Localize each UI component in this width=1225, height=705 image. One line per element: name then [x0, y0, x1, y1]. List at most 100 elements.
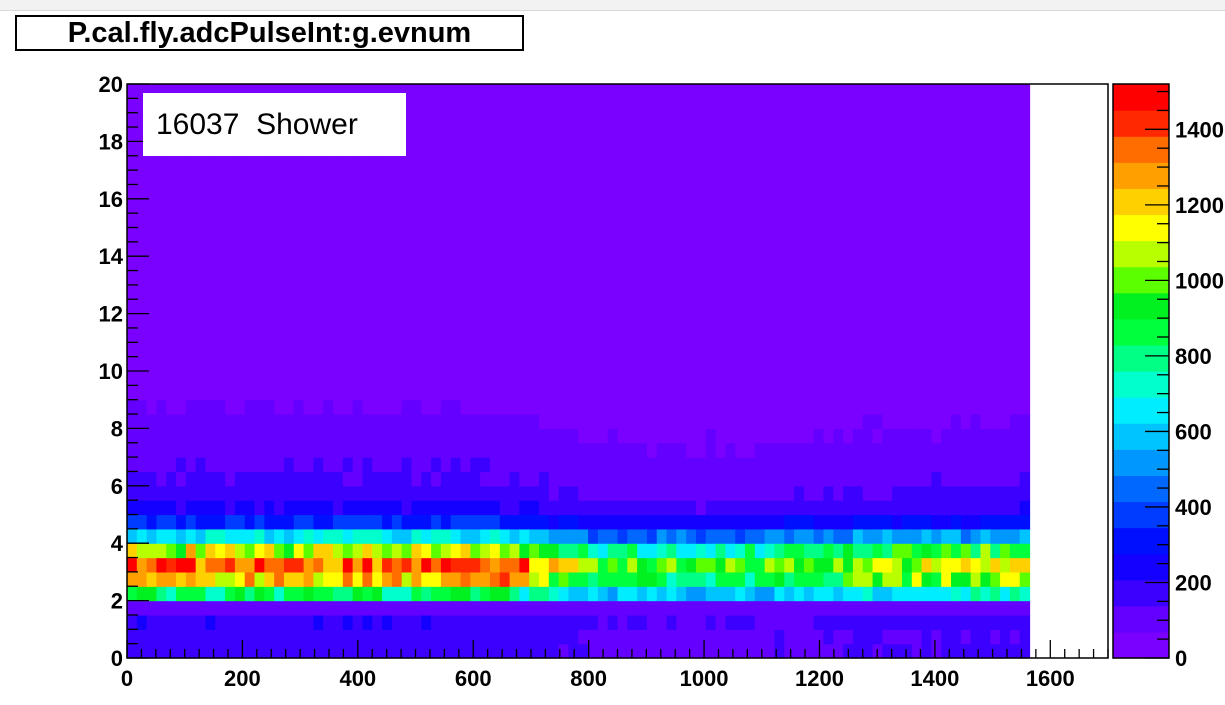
heatmap-bin	[695, 586, 707, 602]
heatmap-bin	[264, 457, 275, 473]
heatmap-bin	[901, 471, 913, 487]
heatmap-bin	[391, 414, 403, 429]
heatmap-bin	[176, 299, 187, 315]
heatmap-bin	[529, 170, 540, 186]
heatmap-bin	[794, 414, 805, 429]
heatmap-bin	[617, 457, 628, 473]
heatmap-bin	[509, 414, 520, 429]
heatmap-bin	[666, 170, 677, 186]
heatmap-bin	[872, 84, 883, 99]
heatmap-bin	[185, 442, 197, 458]
heatmap-bin	[313, 399, 324, 415]
heatmap-bin	[588, 256, 599, 272]
heatmap-bin	[862, 385, 874, 401]
heatmap-bin	[951, 198, 962, 214]
heatmap-bin	[548, 629, 560, 645]
heatmap-bin	[921, 500, 933, 516]
heatmap-bin	[264, 385, 275, 401]
heatmap-bin	[686, 471, 697, 487]
heatmap-bin	[901, 170, 913, 186]
heatmap-bin	[244, 543, 256, 559]
heatmap-bin	[234, 571, 246, 587]
heatmap-bin	[568, 299, 579, 315]
heatmap-bin	[970, 514, 982, 530]
heatmap-bin	[431, 198, 442, 214]
heatmap-bin	[882, 227, 893, 243]
heatmap-bin	[323, 241, 334, 257]
heatmap-bin	[627, 614, 638, 630]
heatmap-bin	[293, 385, 305, 401]
heatmap-bin	[215, 313, 226, 329]
heatmap-bin	[970, 371, 982, 386]
heatmap-bin	[862, 643, 874, 659]
heatmap-bin	[352, 371, 364, 386]
heatmap-bin	[431, 84, 442, 99]
heatmap-bin	[146, 485, 158, 501]
heatmap-bin	[754, 327, 766, 343]
heatmap-bin	[519, 399, 530, 415]
heatmap-bin	[529, 141, 540, 157]
heatmap-bin	[489, 614, 501, 630]
heatmap-bin	[264, 327, 275, 343]
heatmap-bin	[597, 543, 609, 559]
heatmap-bin	[794, 213, 805, 229]
heatmap-bin	[215, 399, 226, 415]
heatmap-bin	[313, 84, 324, 99]
heatmap-bin	[715, 428, 727, 444]
heatmap-bin	[617, 442, 628, 458]
heatmap-bin	[784, 342, 795, 358]
heatmap-bin	[892, 241, 903, 257]
heatmap-bin	[715, 213, 727, 229]
heatmap-bin	[244, 256, 256, 272]
heatmap-bin	[705, 127, 717, 142]
heatmap-bin	[794, 442, 805, 458]
heatmap-bin	[460, 313, 471, 329]
heatmap-bin	[440, 241, 452, 257]
heatmap-bin	[166, 327, 177, 343]
heatmap-bin	[833, 457, 844, 473]
heatmap-bin	[382, 485, 393, 501]
heatmap-bin	[656, 112, 668, 128]
heatmap-bin	[519, 213, 530, 229]
heatmap-bin	[333, 414, 344, 429]
heatmap-bin	[450, 198, 462, 214]
heatmap-bin	[735, 141, 746, 157]
heatmap-bin	[578, 112, 589, 128]
heatmap-bin	[666, 557, 677, 573]
heatmap-bin	[450, 112, 462, 128]
heatmap-bin	[921, 356, 933, 372]
heatmap-bin	[597, 356, 609, 372]
heatmap-bin	[176, 471, 187, 487]
heatmap-bin	[274, 629, 285, 645]
heatmap-bin	[656, 500, 668, 516]
heatmap-bin	[1000, 528, 1011, 544]
heatmap-bin	[323, 414, 334, 429]
heatmap-bin	[1019, 385, 1031, 401]
heatmap-bin	[803, 414, 815, 429]
heatmap-bin	[254, 198, 265, 214]
heatmap-bin	[254, 342, 265, 358]
heatmap-bin	[990, 342, 1001, 358]
heatmap-bin	[794, 543, 805, 559]
heatmap-bin	[1009, 428, 1021, 444]
heatmap-bin	[274, 299, 285, 315]
heatmap-bin	[254, 241, 265, 257]
heatmap-bin	[234, 342, 246, 358]
heatmap-bin	[823, 98, 834, 114]
heatmap-bin	[980, 241, 991, 257]
heatmap-bin	[823, 500, 834, 516]
heatmap-bin	[843, 528, 854, 544]
heatmap-bin	[136, 313, 148, 329]
heatmap-bin	[391, 284, 403, 300]
heatmap-bin	[225, 614, 236, 630]
heatmap-bin	[234, 327, 246, 343]
heatmap-bin	[617, 198, 628, 214]
heatmap-bin	[872, 227, 883, 243]
heatmap-bin	[901, 313, 913, 329]
heatmap-bin	[735, 399, 746, 415]
heatmap-bin	[303, 155, 314, 171]
heatmap-bin	[303, 170, 314, 186]
heatmap-bin	[735, 284, 746, 300]
heatmap-bin	[264, 557, 275, 573]
heatmap-bin	[509, 98, 520, 114]
